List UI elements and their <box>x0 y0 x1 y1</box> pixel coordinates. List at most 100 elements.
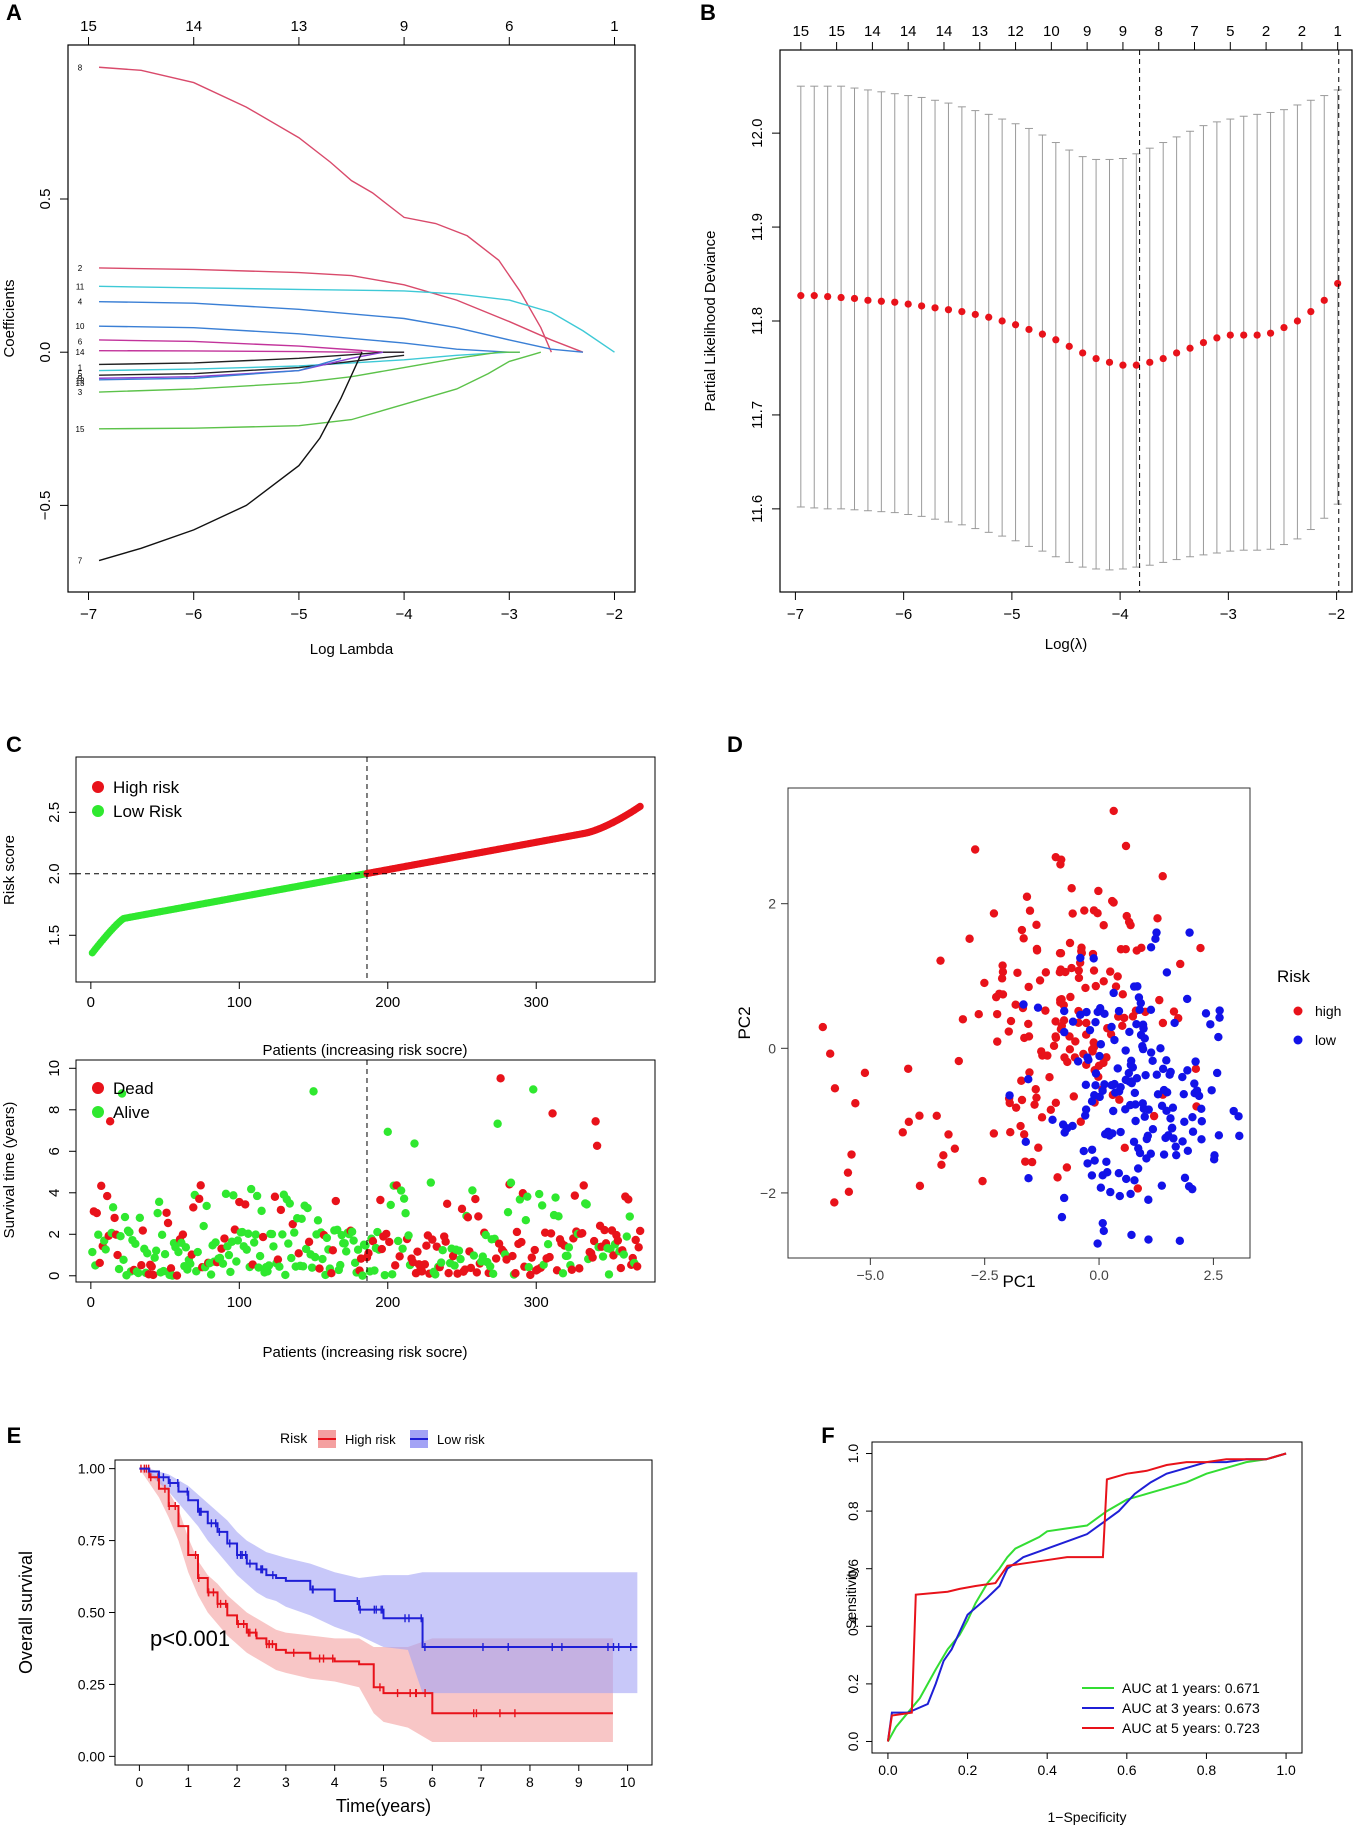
survival-point <box>102 1191 112 1201</box>
survival-point <box>609 1251 618 1260</box>
survival-point <box>347 1227 357 1236</box>
legend-label-1: AUC at 1 years: 0.671 <box>1122 1680 1260 1696</box>
y-tick-label: 2.0 <box>46 863 63 884</box>
survival-point <box>224 1250 234 1260</box>
coef-path-15 <box>99 351 542 430</box>
pca-point-high <box>1106 967 1115 976</box>
pca-point-high <box>932 1111 941 1121</box>
pca-point-low <box>1151 934 1160 944</box>
pca-point-low <box>1157 1181 1167 1190</box>
deviance-point <box>864 296 872 304</box>
pca-point-high <box>1062 1163 1072 1172</box>
pca-point-high <box>1041 968 1051 977</box>
survival-point <box>613 1236 623 1245</box>
top-tick-label: 7 <box>1190 23 1198 40</box>
pca-point-low <box>1197 1117 1207 1126</box>
top-tick-label: 2 <box>1262 23 1270 40</box>
pca-point-low <box>1109 988 1118 998</box>
survival-point <box>117 1089 127 1098</box>
survival-point <box>521 1216 531 1225</box>
top-tick-label: 14 <box>900 23 917 40</box>
pca-point-high <box>1031 1085 1040 1094</box>
pca-point-high <box>1094 886 1103 896</box>
survival-point <box>364 1249 373 1258</box>
top-tick-label: 1 <box>610 18 618 35</box>
coef-path-8 <box>98 66 553 353</box>
pca-point-high <box>1153 914 1162 923</box>
coef-label-8: 8 <box>78 63 83 72</box>
survival-point <box>635 1226 645 1236</box>
survival-point <box>349 1236 358 1245</box>
survival-point <box>361 1241 370 1250</box>
legend-label-high: high <box>1315 1003 1341 1019</box>
deviance-point <box>1038 330 1047 338</box>
x-tick-label: −2 <box>606 606 623 623</box>
y-tick-label: 0.0 <box>845 1732 861 1752</box>
y-tick-label: 1.0 <box>845 1444 861 1464</box>
deviance-point <box>891 298 899 306</box>
pca-point-low <box>1081 1080 1091 1090</box>
pca-point-low <box>1146 1005 1156 1015</box>
deviance-point <box>944 306 953 314</box>
pca-point-high <box>1024 1019 1033 1029</box>
survival-point <box>564 1243 574 1252</box>
y-tick-label: 1.5 <box>46 925 63 946</box>
pca-point-high <box>1011 1103 1021 1112</box>
pca-point-high <box>1016 1121 1025 1131</box>
y-axis-title: Overall survival <box>16 1551 36 1674</box>
pca-point-low <box>1140 1034 1149 1043</box>
legend-dot-alive <box>92 1106 104 1118</box>
pca-point-high <box>1155 995 1164 1005</box>
x-tick-label: −7 <box>787 606 804 623</box>
deviance-point <box>1293 317 1302 325</box>
pca-point-high <box>1099 921 1108 930</box>
pca-point-high <box>1025 906 1035 915</box>
y-axis-title: Coefficients <box>1 279 18 357</box>
pca-point-low <box>1152 1070 1161 1079</box>
pca-point-low <box>1087 1145 1097 1154</box>
coef-path-1 <box>99 351 405 366</box>
y-axis-title: Risk score <box>1 835 18 905</box>
survival-point <box>579 1181 588 1190</box>
pca-point-low <box>1190 1079 1199 1088</box>
pca-point-high <box>992 1009 1002 1019</box>
pca-point-high <box>1017 925 1027 935</box>
survival-point <box>303 1203 312 1213</box>
top-tick-label: 12 <box>1007 23 1024 40</box>
survival-point <box>218 1259 228 1268</box>
survival-point <box>604 1270 614 1279</box>
x-tick-label: 0.8 <box>1197 1762 1217 1778</box>
survival-point <box>101 1245 110 1254</box>
x-tick-label: 0.0 <box>878 1762 898 1778</box>
pca-point-low <box>1215 1006 1224 1015</box>
top-tick-label: 10 <box>1043 23 1060 40</box>
coef-path-2 <box>99 267 584 353</box>
pca-point-high <box>830 1084 840 1093</box>
pca-point-low <box>1098 1218 1107 1228</box>
plot-frame <box>75 1059 656 1283</box>
survival-point <box>186 1259 195 1268</box>
x-tick-label: 0.2 <box>958 1762 978 1778</box>
survival-point <box>545 1252 554 1262</box>
top-tick-label: 6 <box>505 18 513 35</box>
pca-point-low <box>1021 1137 1030 1147</box>
survival-point <box>162 1208 171 1217</box>
pca-point-high <box>1191 1064 1201 1074</box>
pca-point-low <box>1162 1056 1171 1065</box>
y-tick-label: 11.7 <box>749 401 766 429</box>
pca-point-low <box>1024 1074 1033 1084</box>
y-tick-label: 0.00 <box>78 1748 105 1764</box>
pca-point-low <box>1095 1004 1105 1013</box>
survival-point <box>255 1251 265 1261</box>
pca-point-low <box>1167 1124 1177 1133</box>
pca-point-high <box>1067 884 1076 893</box>
deviance-point <box>1253 331 1261 339</box>
legend-label-dead: Dead <box>113 1079 154 1098</box>
y-tick-label: 0 <box>46 1272 63 1280</box>
pca-point-high <box>1120 1143 1129 1153</box>
pca-point-high <box>1176 959 1185 969</box>
y-tick-label: 0.50 <box>78 1605 105 1621</box>
pca-point-low <box>1133 1164 1143 1173</box>
legend-title: Risk <box>1277 967 1311 986</box>
survival-point <box>181 1243 191 1252</box>
